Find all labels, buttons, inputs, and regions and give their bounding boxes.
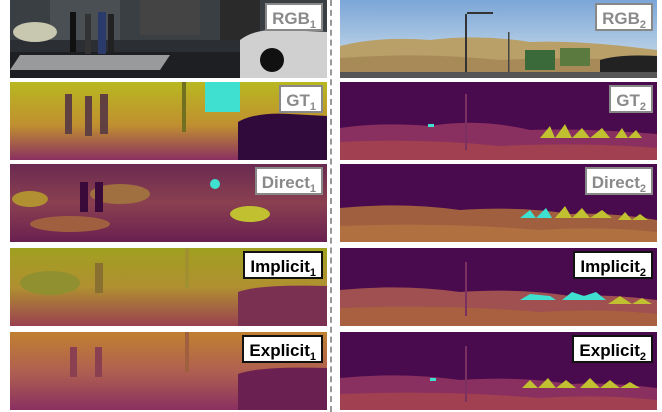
panel-implicit-1: Implicit1 (10, 248, 327, 326)
gt-depth-map-image (10, 82, 327, 160)
label-explicit-1: Explicit1 (242, 335, 323, 363)
label-implicit-2: Implicit2 (573, 251, 653, 279)
label-rgb-1: RGB1 (265, 3, 323, 31)
label-rgb-2: RGB2 (595, 3, 653, 31)
label-implicit-1: Implicit1 (243, 251, 323, 279)
panel-implicit-2: Implicit2 (340, 248, 657, 326)
panel-direct-1: Direct1 (10, 164, 327, 242)
label-gt-1: GT1 (279, 85, 323, 113)
label-direct-2: Direct2 (584, 167, 653, 195)
panel-gt-1: GT1 (10, 82, 327, 160)
column-divider (330, 0, 332, 412)
label-explicit-2: Explicit2 (572, 335, 653, 363)
gt-depth-map-image-2 (340, 82, 657, 160)
panel-explicit-1: Explicit1 (10, 332, 327, 410)
panel-explicit-2: Explicit2 (340, 332, 657, 410)
panel-direct-2: Direct2 (340, 164, 657, 242)
panel-rgb-1: RGB1 (10, 0, 327, 78)
label-gt-2: GT2 (609, 85, 653, 113)
panel-gt-2: GT2 (340, 82, 657, 160)
panel-rgb-2: RGB2 (340, 0, 657, 78)
label-direct-1: Direct1 (254, 167, 323, 195)
